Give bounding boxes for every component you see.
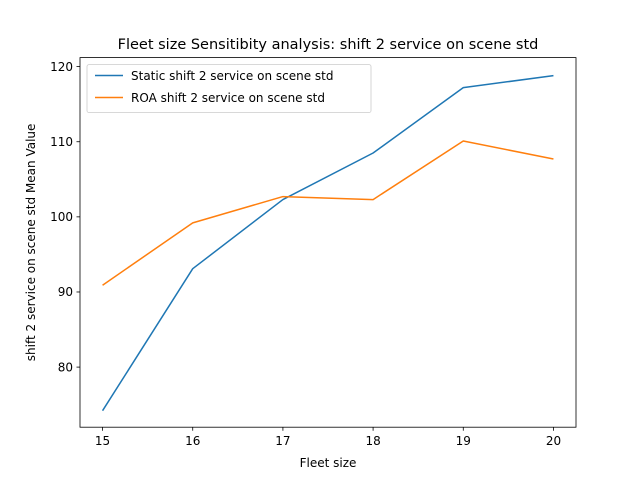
x-axis: 15 16 17 18 19 20 <box>95 427 561 448</box>
y-tick-label: 120 <box>50 60 73 74</box>
x-tick-label: 20 <box>546 434 561 448</box>
y-axis-title: shift 2 service on scene std Mean Value <box>24 124 38 362</box>
series-line-static <box>101 74 554 412</box>
legend: Static shift 2 service on scene std ROA s… <box>86 64 372 113</box>
x-tick-label: 16 <box>185 434 200 448</box>
chart-title: Fleet size Sensitibity analysis: shift 2… <box>118 37 539 53</box>
x-tick-label: 19 <box>456 434 471 448</box>
y-tick-label: 80 <box>58 360 73 374</box>
x-tick-label: 15 <box>95 434 110 448</box>
legend-label: ROA shift 2 service on scene std <box>131 91 325 105</box>
legend-items: Static shift 2 service on scene std ROA s… <box>95 69 333 105</box>
x-tick-label: 18 <box>365 434 380 448</box>
y-tick-label: 110 <box>50 135 73 149</box>
plot-background <box>80 57 576 428</box>
legend-box <box>86 64 372 113</box>
y-axis: 80 90 100 110 120 <box>50 60 80 374</box>
series-line-roa <box>102 140 554 286</box>
y-tick-label: 90 <box>58 285 73 299</box>
plot-area: 15 16 17 18 19 20 80 90 100 110 120 <box>50 57 577 448</box>
plot-frame <box>79 57 577 428</box>
x-axis-title: Fleet size <box>300 456 357 470</box>
legend-label: Static shift 2 service on scene std <box>131 69 333 83</box>
x-tick-label: 17 <box>275 434 290 448</box>
y-tick-label: 100 <box>50 210 73 224</box>
series-layer <box>101 74 554 412</box>
